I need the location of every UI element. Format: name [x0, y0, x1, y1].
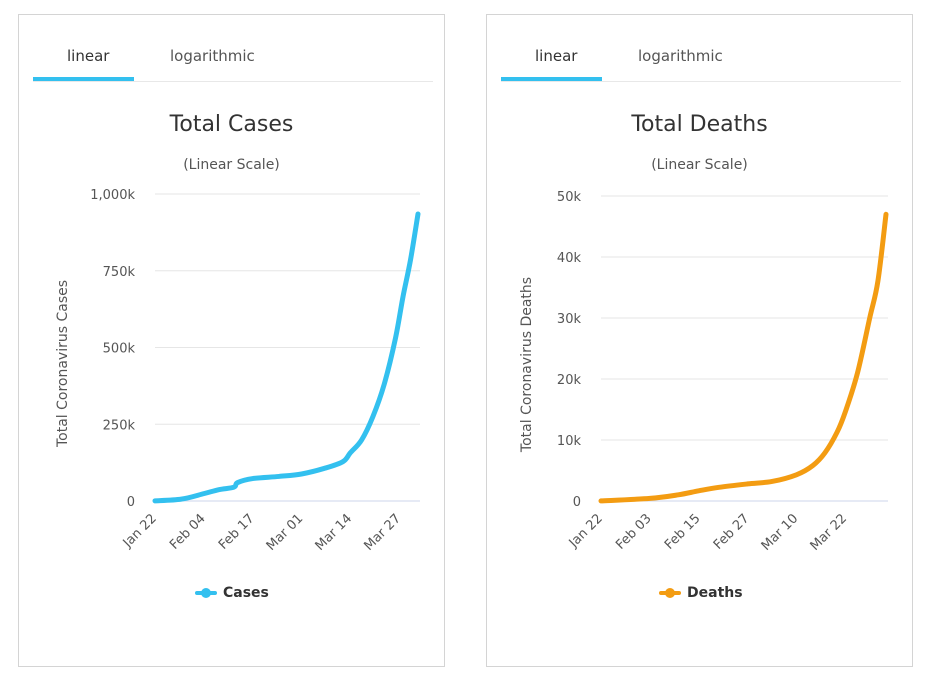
chart-svg: 0 10k 20k 30k 40k 50k Jan 22 Feb 03 Feb 15 Feb 27…: [519, 190, 889, 554]
tab-logarithmic[interactable]: logarithmic: [638, 47, 723, 65]
y-tick-label: 0: [127, 495, 135, 510]
x-tick-label: Feb 27: [711, 511, 753, 553]
legend-marker-icon: [659, 588, 681, 598]
y-axis-label: Total Coronavirus Deaths: [519, 277, 535, 453]
x-tick-label: Jan 22: [120, 511, 160, 551]
x-tick-label: Mar 10: [759, 511, 802, 554]
x-tick-label: Feb 03: [613, 511, 655, 553]
y-tick-label: 20k: [557, 373, 582, 388]
y-tick-label: 10k: [557, 434, 582, 449]
y-tick-label: 40k: [557, 251, 582, 266]
tab-logarithmic[interactable]: logarithmic: [170, 47, 255, 65]
y-tick-label: 0: [573, 495, 581, 510]
x-tick-label: Jan 22: [566, 511, 606, 551]
legend-marker-icon: [195, 588, 217, 598]
y-axis-label: Total Coronavirus Cases: [55, 280, 71, 448]
y-tick-label: 500k: [103, 342, 136, 357]
y-tick-label: 750k: [103, 265, 136, 280]
active-tab-indicator: [33, 77, 134, 81]
legend-label: Cases: [223, 585, 269, 601]
chart-subtitle: (Linear Scale): [183, 157, 280, 173]
x-tick-label: Feb 15: [662, 511, 704, 553]
y-tick-label: 30k: [557, 312, 582, 327]
y-tick-label: 1,000k: [90, 188, 135, 203]
deaths-chart-panel: linear logarithmic Total Deaths (Linear …: [486, 14, 913, 667]
series-line-deaths: [598, 211, 889, 504]
x-tick-label: Mar 22: [808, 511, 851, 554]
tab-linear[interactable]: linear: [535, 47, 578, 65]
legend-label: Deaths: [687, 585, 743, 601]
series-line-cases: [152, 211, 421, 504]
scale-tabs: linear logarithmic: [33, 15, 433, 82]
x-tick-label: Feb 04: [167, 511, 209, 553]
legend-item-cases[interactable]: Cases: [195, 585, 269, 601]
x-tick-label: Mar 14: [313, 511, 356, 554]
chart-subtitle: (Linear Scale): [651, 157, 748, 173]
chart-title: Total Deaths: [631, 112, 768, 137]
chart-title: Total Cases: [169, 112, 294, 137]
x-tick-label: Feb 17: [216, 511, 258, 553]
x-tick-label: Mar 01: [264, 511, 307, 554]
legend-item-deaths[interactable]: Deaths: [659, 585, 743, 601]
y-tick-label: 50k: [557, 190, 582, 205]
scale-tabs: linear logarithmic: [501, 15, 901, 82]
tab-linear[interactable]: linear: [67, 47, 110, 65]
active-tab-indicator: [501, 77, 602, 81]
x-tick-label: Mar 27: [361, 511, 404, 554]
cases-chart-panel: linear logarithmic Total Cases (Linear S…: [18, 14, 445, 667]
y-tick-label: 250k: [103, 418, 136, 433]
